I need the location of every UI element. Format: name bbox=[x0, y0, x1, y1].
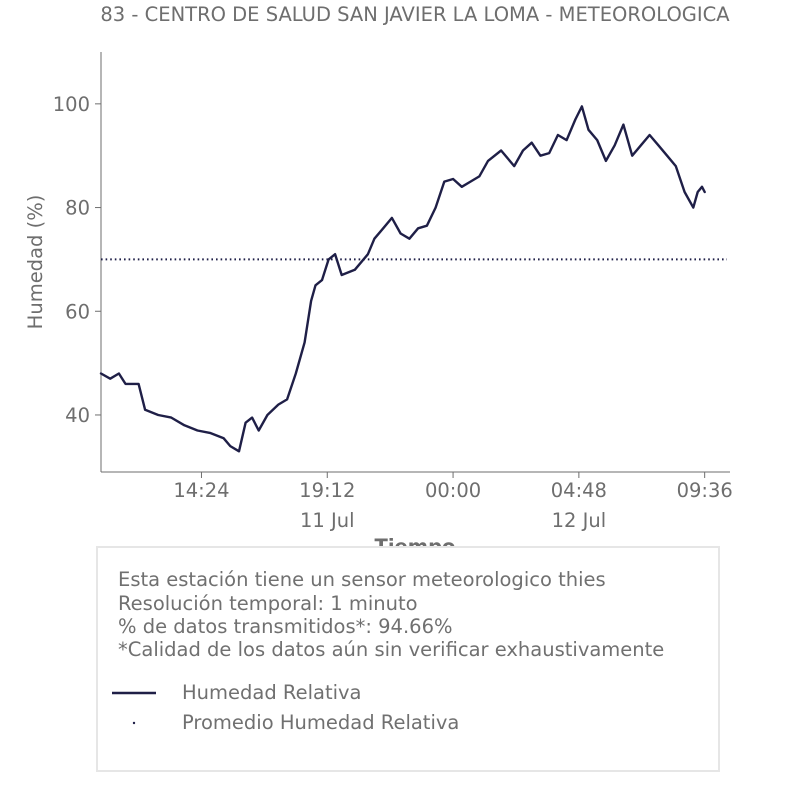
legend-line-swatch bbox=[112, 691, 156, 695]
x-tick-label: 00:00 bbox=[425, 479, 481, 502]
x-ticks: 14:24 19:12 11 Jul 00:00 04:48 12 Jul 09:36 bbox=[173, 472, 733, 532]
y-tick-label: 100 bbox=[53, 93, 90, 116]
legend-label-promedio: Promedio Humedad Relativa bbox=[182, 711, 460, 734]
y-ticks: 40 60 80 100 bbox=[53, 93, 101, 427]
x-tick-date-label: 12 Jul bbox=[552, 509, 607, 532]
humedad-relativa-line bbox=[99, 105, 706, 453]
y-tick-label: 80 bbox=[65, 197, 90, 220]
chart-title: 83 - CENTRO DE SALUD SAN JAVIER LA LOMA … bbox=[100, 3, 730, 26]
y-tick-label: 40 bbox=[65, 404, 90, 427]
info-transmitted-text: % de datos transmitidos*: 94.66% bbox=[118, 615, 453, 638]
series-layer bbox=[99, 105, 727, 453]
legend-label-humedad: Humedad Relativa bbox=[182, 681, 362, 704]
x-tick-label: 09:36 bbox=[677, 479, 733, 502]
x-tick-label: 14:24 bbox=[173, 479, 229, 502]
info-legend-box: Esta estación tiene un sensor meteorolog… bbox=[96, 546, 720, 772]
legend-dot-swatch bbox=[132, 721, 136, 725]
y-tick-label: 60 bbox=[65, 300, 90, 323]
info-quality-note: *Calidad de los datos aún sin verificar … bbox=[118, 638, 665, 661]
x-tick-label: 04:48 bbox=[551, 479, 607, 502]
info-resolution-text: Resolución temporal: 1 minuto bbox=[118, 592, 418, 615]
x-tick-label: 19:12 bbox=[299, 479, 355, 502]
info-sensor-text: Esta estación tiene un sensor meteorolog… bbox=[118, 568, 606, 591]
y-axis-label: Humedad (%) bbox=[24, 195, 47, 330]
x-tick-date-label: 11 Jul bbox=[300, 509, 355, 532]
